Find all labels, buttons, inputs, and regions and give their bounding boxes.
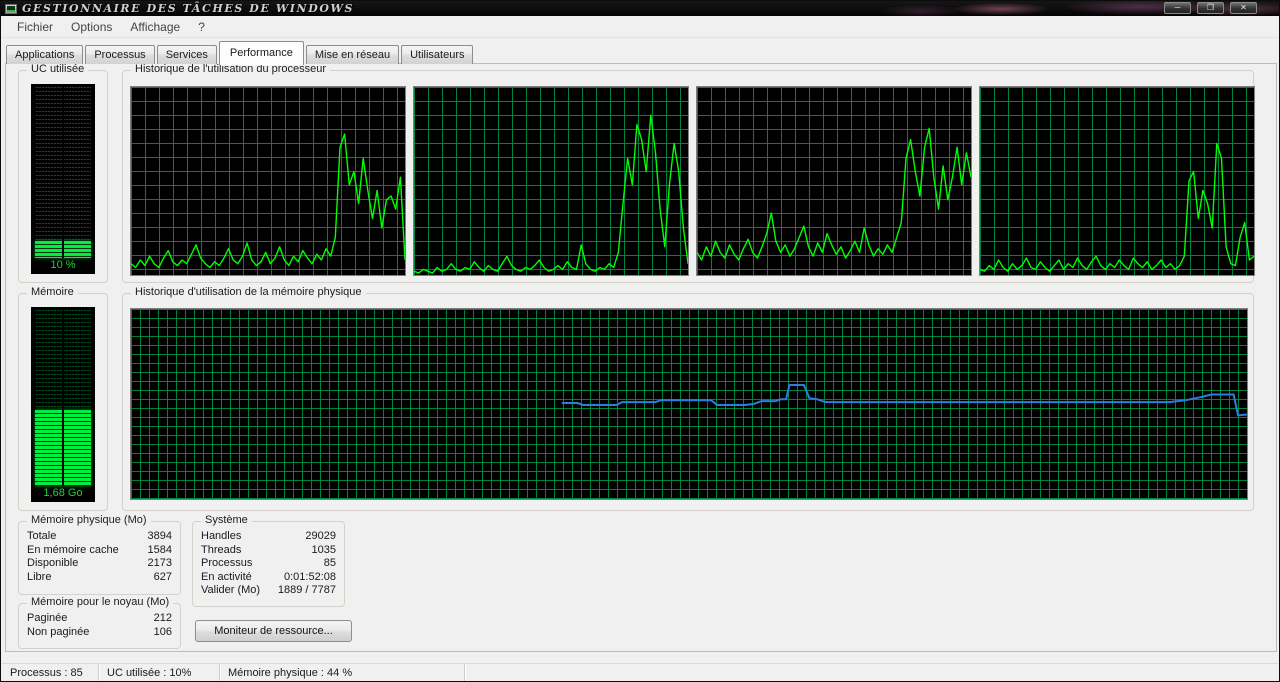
title-bar[interactable]: GESTIONNAIRE DES TÂCHES DE WINDOWS ─ ❐ ✕ xyxy=(1,1,1279,16)
table-row: Handles 29029 xyxy=(201,530,336,544)
row-label: Valider (Mo) xyxy=(201,584,261,596)
status-physical-memory: Mémoire physique : 44 % xyxy=(220,664,465,681)
row-value: 29029 xyxy=(305,530,336,542)
row-value: 2173 xyxy=(147,557,172,569)
task-manager-icon xyxy=(5,3,17,14)
cpu-gauge-bar xyxy=(35,87,91,258)
tab-services[interactable]: Services xyxy=(156,45,217,64)
kernel-memory-group: Mémoire pour le noyau (Mo) Paginée 212 No… xyxy=(18,596,181,649)
status-cpu-usage: UC utilisée : 10% xyxy=(99,664,220,681)
row-value: 3894 xyxy=(147,530,172,542)
menu-affichage[interactable]: Affichage xyxy=(130,19,181,34)
tab-utilisateurs[interactable]: Utilisateurs xyxy=(401,45,474,64)
kernel-memory-title: Mémoire pour le noyau (Mo) xyxy=(27,596,174,608)
row-label: Paginée xyxy=(27,612,68,624)
minimize-button[interactable]: ─ xyxy=(1164,2,1191,14)
table-row: Processus 85 xyxy=(201,557,336,571)
row-value: 0:01:52:08 xyxy=(284,570,336,583)
row-value: 1889 / 7787 xyxy=(277,584,336,596)
cpu-history-graph-2 xyxy=(413,86,689,276)
memory-history-title: Historique d'utilisation de la mémoire p… xyxy=(131,286,366,298)
system-title: Système xyxy=(201,514,252,526)
table-row: Threads 1035 xyxy=(201,544,336,558)
cpu-history-graph-1 xyxy=(130,86,406,276)
cpu-history-graph-3 xyxy=(696,86,972,276)
physical-memory-group: Mémoire physique (Mo) Totale 3894 En mémo… xyxy=(18,514,181,595)
window-title: GESTIONNAIRE DES TÂCHES DE WINDOWS xyxy=(22,2,355,15)
menu-help[interactable]: ? xyxy=(198,19,205,34)
table-row: En activité 0:01:52:08 xyxy=(201,571,336,585)
status-processes: Processus : 85 xyxy=(2,664,99,681)
table-row: Non paginée 106 xyxy=(27,626,172,640)
table-row: En mémoire cache 1584 xyxy=(27,544,172,558)
memory-gauge-title: Mémoire xyxy=(27,286,78,298)
tab-processus[interactable]: Processus xyxy=(85,45,155,64)
tab-applications[interactable]: Applications xyxy=(6,45,84,64)
status-bar: Processus : 85 UC utilisée : 10% Mémoire… xyxy=(2,663,1278,681)
close-button[interactable]: ✕ xyxy=(1230,2,1257,14)
row-label: Threads xyxy=(201,543,242,556)
row-label: Libre xyxy=(27,570,52,583)
menu-options[interactable]: Options xyxy=(71,19,113,34)
row-label: Handles xyxy=(201,530,242,542)
row-label: En mémoire cache xyxy=(27,543,119,556)
row-value: 85 xyxy=(323,557,336,569)
cpu-gauge-value: 10 % xyxy=(50,259,76,271)
table-row: Paginée 212 xyxy=(27,612,172,626)
memory-history-line xyxy=(561,384,1247,417)
tab-mise-en-reseau[interactable]: Mise en réseau xyxy=(305,45,400,64)
cpu-history-graph-4 xyxy=(979,86,1255,276)
tab-performance[interactable]: Performance xyxy=(218,41,304,65)
table-row: Libre 627 xyxy=(27,571,172,585)
cpu-history-line-4 xyxy=(980,142,1254,272)
system-group: Système Handles 29029 Threads 1035 Process… xyxy=(192,514,345,607)
performance-tab-page: UC utilisée 10 % Historique de l'utilisa… xyxy=(5,63,1277,652)
table-row: Valider (Mo) 1889 / 7787 xyxy=(201,584,336,598)
memory-gauge-group: Mémoire 1,68 Go xyxy=(18,286,108,511)
cpu-history-line-3 xyxy=(697,127,971,261)
row-label: Non paginée xyxy=(27,625,90,638)
memory-history-graph xyxy=(130,308,1248,500)
row-value: 212 xyxy=(153,612,172,624)
table-row: Totale 3894 xyxy=(27,530,172,544)
memory-usage-gauge: 1,68 Go xyxy=(31,307,95,502)
memory-gauge-value: 1,68 Go xyxy=(43,487,83,499)
cpu-gauge-title: UC utilisée xyxy=(27,63,89,75)
tab-strip: Applications Processus Services Performa… xyxy=(6,39,1274,65)
cpu-history-title: Historique de l'utilisation du processeu… xyxy=(131,63,331,75)
row-value: 1035 xyxy=(311,543,336,556)
cpu-history-group: Historique de l'utilisation du processeu… xyxy=(122,63,1255,283)
resource-monitor-button[interactable]: Moniteur de ressource... xyxy=(195,620,352,642)
row-value: 1584 xyxy=(147,543,172,556)
menu-fichier[interactable]: Fichier xyxy=(17,19,54,34)
memory-history-group: Historique d'utilisation de la mémoire p… xyxy=(122,286,1254,511)
cpu-history-line-1 xyxy=(131,133,405,269)
memory-gauge-fill xyxy=(35,410,91,486)
row-label: Disponible xyxy=(27,557,79,569)
row-value: 106 xyxy=(153,625,172,638)
row-label: Totale xyxy=(27,530,57,542)
memory-gauge-bar xyxy=(35,310,91,486)
cpu-usage-gauge: 10 % xyxy=(31,84,95,274)
restore-button[interactable]: ❐ xyxy=(1197,2,1224,14)
menu-bar: Fichier Options Affichage ? xyxy=(2,16,1278,38)
cpu-gauge-group: UC utilisée 10 % xyxy=(18,63,108,283)
row-value: 627 xyxy=(153,570,172,583)
row-label: En activité xyxy=(201,570,252,583)
physical-memory-title: Mémoire physique (Mo) xyxy=(27,514,151,526)
cpu-gauge-fill xyxy=(35,240,91,258)
table-row: Disponible 2173 xyxy=(27,557,172,571)
row-label: Processus xyxy=(201,557,253,569)
cpu-history-line-2 xyxy=(414,114,688,274)
